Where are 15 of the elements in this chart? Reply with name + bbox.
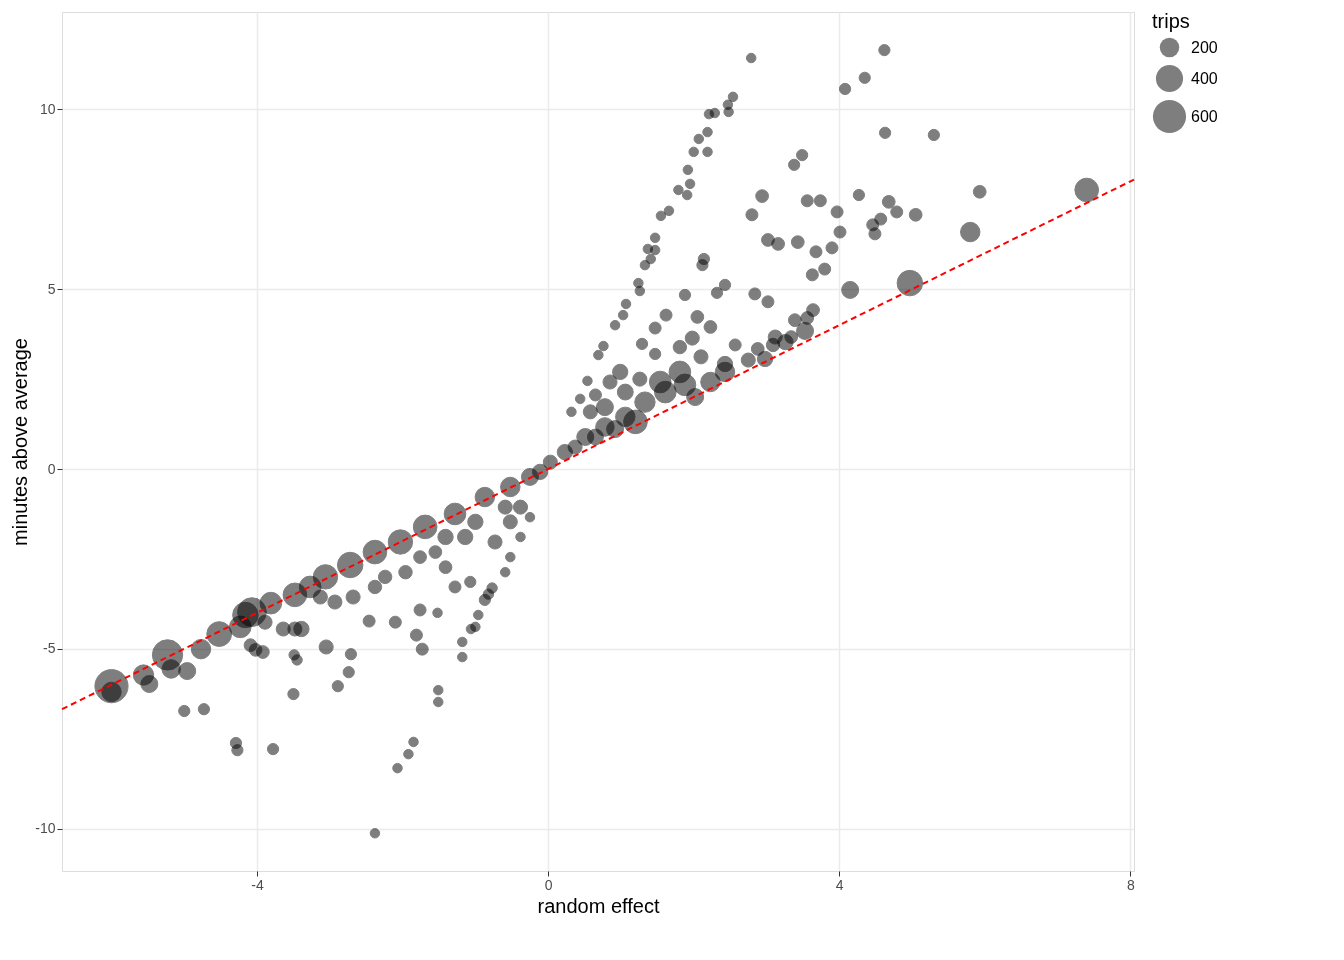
x-tick-label: 0 <box>544 876 553 893</box>
y-tick-label: 5 <box>47 280 56 297</box>
legend-label: 600 <box>1191 107 1218 125</box>
x-tick-label: -4 <box>251 876 264 893</box>
y-tick-label: -5 <box>43 640 56 657</box>
x-tick-label: 8 <box>1126 876 1135 893</box>
y-tick-label: 10 <box>39 100 56 117</box>
y-axis-title: minutes above average <box>9 338 32 546</box>
legend-title: trips <box>1152 10 1190 32</box>
legend-label: 200 <box>1191 38 1218 56</box>
x-tick-label: 4 <box>835 876 844 893</box>
legend-label: 400 <box>1191 69 1218 87</box>
y-tick-label: 0 <box>47 460 56 477</box>
x-axis-title: random effect <box>537 894 660 917</box>
y-tick-label: -10 <box>35 820 56 837</box>
